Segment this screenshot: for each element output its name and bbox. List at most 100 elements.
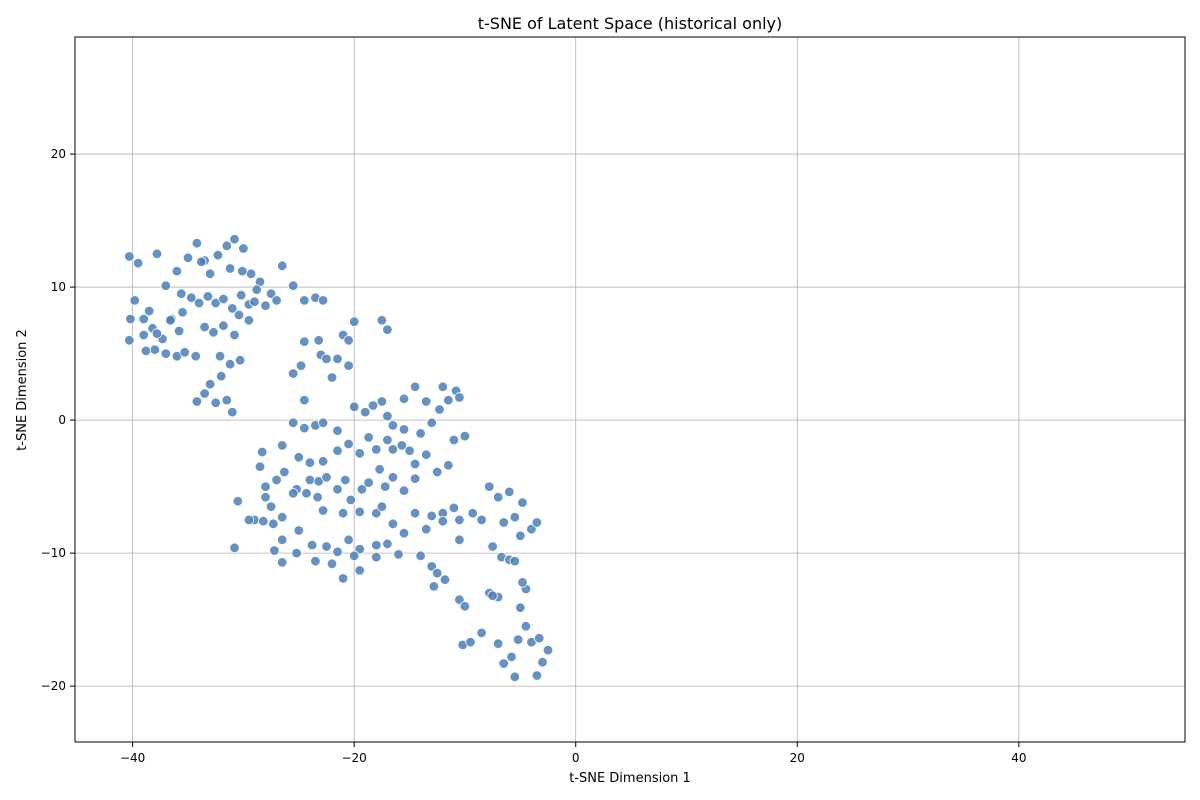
data-point	[312, 492, 323, 503]
data-point	[238, 243, 249, 254]
data-point	[299, 422, 310, 434]
data-point	[265, 288, 277, 299]
data-point	[132, 257, 144, 269]
data-point	[437, 381, 449, 393]
data-point	[448, 434, 460, 446]
data-point	[349, 316, 360, 327]
data-point	[517, 577, 528, 588]
data-point	[387, 472, 399, 483]
plot-frame	[74, 36, 1186, 743]
data-point	[371, 539, 382, 551]
data-point	[376, 396, 388, 407]
data-point	[237, 265, 248, 277]
data-point	[243, 315, 255, 326]
data-point	[409, 508, 421, 519]
data-point	[340, 474, 351, 486]
data-point	[367, 400, 379, 411]
data-point	[526, 524, 537, 535]
data-point	[265, 501, 277, 512]
data-point	[432, 466, 443, 478]
data-point	[387, 444, 399, 455]
data-point	[138, 329, 149, 341]
data-point	[382, 434, 393, 446]
data-point	[393, 549, 404, 560]
data-point	[515, 602, 526, 613]
data-point	[227, 303, 238, 314]
data-point	[476, 627, 487, 639]
data-point	[160, 280, 172, 291]
data-point	[251, 284, 262, 295]
grid-lines	[75, 37, 1185, 742]
data-point	[534, 633, 545, 644]
data-point	[279, 466, 290, 478]
data-point	[421, 396, 432, 407]
data-point	[199, 388, 210, 399]
data-point	[426, 417, 437, 429]
data-point	[542, 645, 554, 656]
data-point	[345, 494, 357, 506]
data-point	[382, 410, 393, 422]
data-point	[299, 295, 310, 306]
data-point	[509, 671, 521, 683]
data-point	[387, 420, 399, 431]
data-point	[363, 432, 374, 443]
data-point	[354, 506, 365, 518]
data-point	[326, 372, 338, 383]
data-point	[191, 237, 203, 249]
data-point	[426, 510, 437, 522]
x-axis-label: t-SNE Dimension 1	[569, 771, 691, 786]
data-point	[487, 541, 498, 552]
data-point	[190, 351, 201, 362]
data-point	[343, 534, 354, 546]
data-point	[409, 381, 421, 393]
data-point	[426, 561, 437, 572]
data-point	[299, 336, 310, 347]
data-point	[332, 546, 343, 558]
data-point	[271, 474, 282, 486]
data-point	[160, 348, 172, 359]
data-point	[196, 256, 207, 268]
data-point	[404, 445, 415, 456]
data-point	[374, 464, 385, 475]
data-point	[493, 638, 504, 649]
data-point	[210, 397, 221, 409]
data-point	[277, 557, 288, 568]
data-points	[124, 233, 554, 683]
data-point	[165, 315, 176, 326]
data-point	[531, 670, 543, 681]
data-point	[288, 488, 299, 499]
data-point	[520, 621, 532, 632]
data-point	[254, 461, 266, 472]
data-point	[313, 335, 324, 346]
data-point	[260, 481, 271, 492]
data-point	[371, 508, 382, 519]
data-point	[509, 512, 521, 523]
data-point	[124, 335, 135, 346]
data-point	[221, 240, 233, 252]
data-point	[151, 328, 163, 339]
data-point	[349, 401, 360, 413]
data-point	[218, 293, 229, 305]
data-point	[129, 295, 141, 306]
data-point	[277, 512, 288, 523]
data-point	[354, 543, 365, 555]
data-point	[191, 396, 203, 407]
data-point	[454, 514, 465, 526]
data-point	[443, 394, 454, 406]
data-point	[229, 233, 240, 245]
y-axis-label: t-SNE Dimension 2	[15, 329, 30, 451]
data-point	[337, 573, 349, 584]
data-point	[398, 528, 410, 539]
data-point	[454, 534, 465, 546]
data-point	[493, 492, 504, 503]
data-point	[277, 440, 288, 451]
y-axis-ticks: −20 −10 0 10 20	[41, 147, 75, 693]
data-point	[498, 658, 509, 669]
data-point	[443, 460, 454, 471]
data-point	[301, 488, 312, 499]
data-point	[235, 289, 247, 301]
y-tick-label: 0	[58, 413, 66, 427]
data-point	[371, 551, 382, 563]
data-point	[504, 486, 515, 498]
data-point	[421, 524, 432, 535]
